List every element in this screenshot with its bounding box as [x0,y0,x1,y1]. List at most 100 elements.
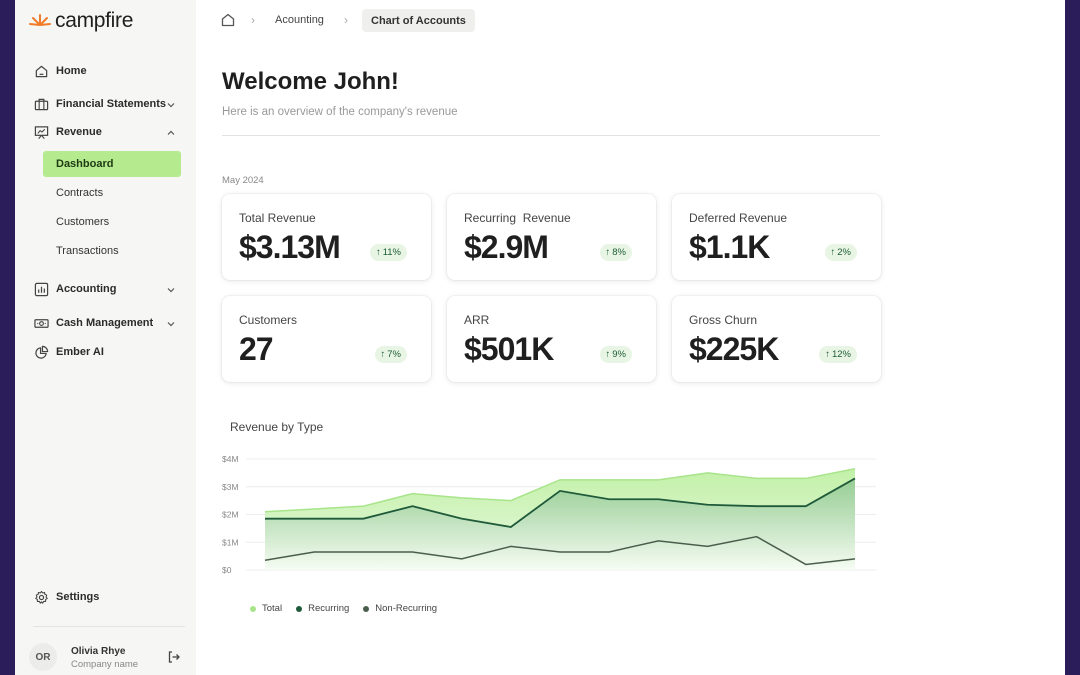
avatar[interactable]: OR [29,643,57,671]
metric-label: ARR [464,313,490,327]
chevron-down-icon[interactable] [166,100,176,110]
metric-card-arr[interactable]: ARR $501K ↑ 9% [447,296,656,382]
metric-value: 27 [239,331,274,367]
legend-item-total[interactable]: Total [250,603,282,614]
sidebar-item-label: Revenue [56,126,102,138]
change-badge: ↑ 9% [599,346,632,363]
change-value: 9% [612,349,626,360]
change-badge: ↑ 2% [824,244,857,261]
metric-value: $2.9M [464,229,549,265]
home-icon [33,63,49,79]
line-recurring [265,477,856,528]
sidebar-item-label: Home [56,65,87,77]
campfire-logo-icon [29,14,51,26]
change-value: 11% [382,247,401,258]
arrow-up-icon: ↑ [830,247,836,258]
metric-value: $3.13M [239,229,341,265]
main-content: › Acounting › Chart of Accounts Welcome … [196,0,1065,675]
arrow-up-icon: ↑ [375,247,381,258]
change-value: 7% [387,349,401,360]
legend-dot [250,605,256,612]
user-company: Company name [71,659,139,670]
sidebar-divider [33,626,185,627]
sidebar-item-home[interactable]: Home [33,63,87,79]
line-total [264,467,856,513]
chevron-up-icon[interactable] [166,128,176,138]
metric-label: Recurring Revenue [464,211,571,225]
y-tick-label: $3M [222,482,239,492]
page-subtitle: Here is an overview of the company's rev… [222,106,458,118]
presentation-icon [33,124,49,140]
sidebar-item-ember-ai[interactable]: Ember AI [33,344,104,360]
change-badge: ↑ 12% [819,346,857,363]
metric-value: $1.1K [689,229,770,265]
breadcrumb-chart-of-accounts[interactable]: Chart of Accounts [362,9,475,32]
metric-card-deferred-revenue[interactable]: Deferred Revenue $1.1K ↑ 2% [672,194,881,280]
sidebar-item-revenue[interactable]: Revenue [33,124,102,140]
legend-label: Recurring [308,603,350,614]
change-value: 2% [837,247,851,258]
y-tick-label: $4M [222,454,239,464]
breadcrumb-accounting[interactable]: Acounting [275,14,324,26]
app-window: campfire Home Financial Statements Reven… [15,0,1065,675]
sidebar-item-label: Financial Statements [56,98,167,110]
chevron-right-icon: › [344,13,348,27]
change-value: 8% [612,247,626,258]
sidebar-item-label: Ember AI [56,346,104,358]
legend-dot [363,605,370,612]
metric-card-customers[interactable]: Customers 27 ↑ 7% [222,296,431,382]
chevron-down-icon[interactable] [166,319,176,329]
revenue-chart: $0 $1M $2M $3M $4M [222,454,876,575]
sidebar-subitem-transactions[interactable]: Transactions [56,245,119,257]
brand-name: campfire [55,9,134,32]
metric-value: $225K [689,331,779,367]
sidebar-item-label: Cash Management [56,317,154,329]
metric-value: $501K [464,331,554,367]
sidebar-subitem-dashboard[interactable]: Dashboard [43,151,181,177]
bar-chart-icon [33,281,49,297]
metric-label: Total Revenue [239,211,316,225]
home-icon[interactable] [220,12,236,28]
sidebar-item-financial-statements[interactable]: Financial Statements [33,96,166,112]
sidebar-item-settings[interactable]: Settings [33,589,99,605]
logo[interactable]: campfire [29,9,133,33]
metric-card-recurring-revenue[interactable]: Recurring Revenue $2.9M ↑ 8% [447,194,656,280]
change-badge: ↑ 8% [599,244,632,261]
metric-card-total-revenue[interactable]: Total Revenue $3.13M ↑ 11% [222,194,431,280]
sidebar-item-cash-management[interactable]: Cash Management [33,315,153,331]
arrow-up-icon: ↑ [605,349,611,360]
chevron-down-icon[interactable] [166,285,176,295]
sidebar-subitem-customers[interactable]: Customers [56,216,110,228]
legend-item-recurring[interactable]: Recurring [296,603,349,614]
page-title: Welcome John! [222,68,399,95]
metric-label: Gross Churn [689,313,758,327]
chevron-right-icon: › [251,13,255,27]
metric-label: Deferred Revenue [689,211,788,225]
metric-card-gross-churn[interactable]: Gross Churn $225K ↑ 12% [672,296,881,382]
arrow-up-icon: ↑ [605,247,611,258]
legend-item-non-recurring[interactable]: Non-Recurring [363,603,437,614]
change-badge: ↑ 7% [374,346,407,363]
sidebar-subitem-contracts[interactable]: Contracts [56,187,104,199]
change-value: 12% [831,349,851,360]
legend-dot [296,605,303,612]
legend-label: Total [262,603,283,614]
arrow-up-icon: ↑ [380,349,386,360]
divider [222,135,880,136]
briefcase-icon [33,96,49,112]
sidebar-item-label: Accounting [56,283,117,295]
y-tick-label: $1M [222,537,239,547]
chart-legend: Total Recurring Non-Recurring [250,603,437,614]
arrow-up-icon: ↑ [825,349,830,360]
y-tick-label: $0 [222,565,232,575]
line-non-recurring [264,535,856,566]
period-label: May 2024 [222,175,264,186]
gear-icon [33,589,49,605]
logout-icon[interactable] [167,650,181,664]
sidebar-item-accounting[interactable]: Accounting [33,281,117,297]
metric-label: Customers [239,313,298,327]
change-badge: ↑ 11% [369,244,407,261]
cash-icon [33,315,49,331]
chart-title: Revenue by Type [230,420,324,434]
sidebar-item-label: Settings [56,591,100,603]
